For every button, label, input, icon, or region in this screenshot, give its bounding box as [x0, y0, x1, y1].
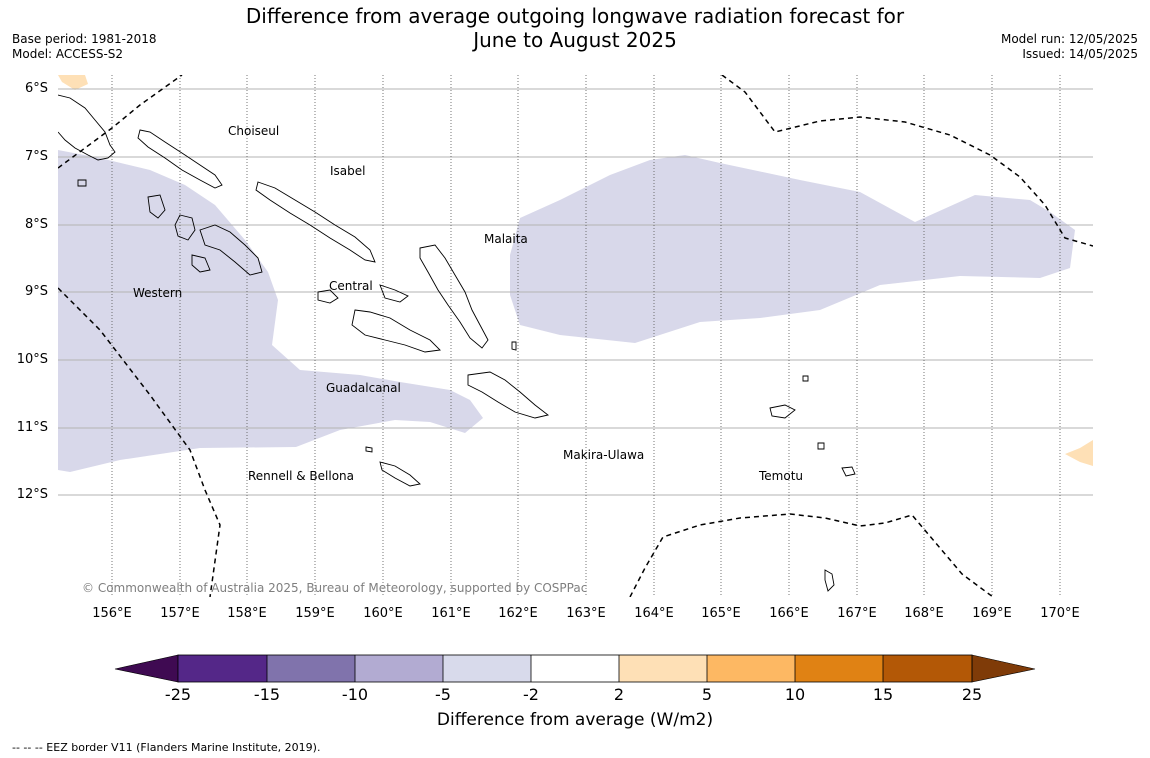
lat-tick-12s: 12°S — [16, 487, 48, 502]
lon-tick-167e: 167°E — [837, 606, 877, 621]
colorbar-tick-minus5: -5 — [435, 685, 451, 704]
lon-tick-170e: 170°E — [1040, 606, 1080, 621]
lat-tick-11s: 11°S — [16, 420, 48, 435]
colorbar-tick-minus10: -10 — [341, 685, 369, 704]
island-guadalcanal-north — [351, 309, 441, 353]
lon-tick-168e: 168°E — [904, 606, 944, 621]
island-florida — [317, 289, 339, 304]
region-label-central: Central — [329, 279, 373, 293]
anomaly-patch-northwest — [58, 75, 88, 90]
issued-text: Issued: 14/05/2025 — [1022, 47, 1138, 61]
chart-title-line-2: June to August 2025 — [473, 28, 677, 52]
lat-tick-8s: 8°S — [24, 217, 48, 232]
island-reef-islands — [802, 375, 809, 382]
region-label-temotu: Temotu — [759, 469, 804, 483]
chart-title-line-1: Difference from average outgoing longwav… — [245, 4, 905, 28]
island-vella-lavella — [147, 194, 166, 219]
lat-gridlines — [58, 88, 1093, 496]
model-text: Model: ACCESS-S2 — [12, 47, 124, 61]
coastlines — [58, 94, 856, 592]
lon-tick-160e: 160°E — [363, 606, 403, 621]
island-malaita — [419, 244, 489, 349]
island-ulawa — [511, 341, 517, 351]
anomaly-patch-east — [1065, 440, 1093, 466]
island-bougainville — [58, 94, 116, 161]
region-label-isabel: Isabel — [330, 164, 366, 178]
region-label-western: Western — [133, 286, 183, 300]
eez-borders — [58, 75, 1093, 597]
region-label-rennell-bellona: Rennell & Bellona — [248, 469, 355, 483]
island-bellona — [365, 446, 373, 453]
island-utupua — [817, 442, 825, 450]
island-western-group — [199, 224, 263, 276]
eez-border-west — [58, 287, 221, 597]
island-makira — [467, 371, 550, 419]
island-russell — [379, 284, 409, 303]
meta-left: Base period: 1981-2018 Model: ACCESS-S2 — [12, 32, 157, 62]
colorbar-tick-minus2: -2 — [523, 685, 539, 704]
colorbar-tick-minus25: -25 — [164, 685, 192, 704]
island-santa-cruz — [769, 404, 796, 419]
anomaly-area-west — [58, 150, 483, 472]
map-area — [58, 75, 1093, 597]
region-label-makira-ulawa: Makira-Ulawa — [563, 448, 645, 462]
eez-border-northwest — [58, 75, 183, 169]
lon-tick-162e: 162°E — [498, 606, 538, 621]
lat-tick-7s: 7°S — [24, 149, 48, 164]
eez-legend-text: -- -- -- EEZ border V11 (Flanders Marine… — [12, 741, 321, 754]
colorbar-tick-plus25: 25 — [961, 685, 983, 704]
lon-tick-158e: 158°E — [227, 606, 267, 621]
lon-tick-165e: 165°E — [701, 606, 741, 621]
lon-tick-156e: 156°E — [92, 606, 132, 621]
lon-tick-169e: 169°E — [972, 606, 1012, 621]
region-label-guadalcanal: Guadalcanal — [326, 381, 401, 395]
lon-tick-163e: 163°E — [566, 606, 606, 621]
island-tikopia — [824, 569, 835, 592]
island-isabel — [255, 181, 376, 263]
lat-tick-6s: 6°S — [24, 81, 48, 96]
colorbar-tick-minus15: -15 — [253, 685, 281, 704]
colorbar-tick-plus15: 15 — [872, 685, 894, 704]
lat-tick-9s: 9°S — [24, 284, 48, 299]
meta-right: Model run: 12/05/2025 Issued: 14/05/2025 — [1001, 32, 1138, 62]
lon-tick-159e: 159°E — [295, 606, 335, 621]
anomaly-area-east — [510, 155, 1075, 343]
lat-tick-10s: 10°S — [16, 352, 48, 367]
lon-tick-157e: 157°E — [160, 606, 200, 621]
island-shortland — [77, 179, 87, 187]
island-rennell — [379, 461, 421, 487]
island-ranongga — [191, 254, 211, 273]
colorbar-tick-plus5: 5 — [701, 685, 713, 704]
region-label-malaita: Malaita — [484, 232, 528, 246]
island-new-georgia — [174, 214, 196, 241]
lon-tick-166e: 166°E — [769, 606, 809, 621]
colorbar-tick-plus10: 10 — [784, 685, 806, 704]
colorbar-label: Difference from average (W/m2) — [436, 710, 714, 730]
lon-gridlines — [111, 75, 1061, 597]
island-choiseul — [137, 129, 223, 189]
lon-tick-164e: 164°E — [634, 606, 674, 621]
lon-tick-161e: 161°E — [431, 606, 471, 621]
colorbar-tick-plus2: 2 — [613, 685, 625, 704]
model-run-text: Model run: 12/05/2025 — [1000, 32, 1138, 46]
region-label-choiseul: Choiseul — [228, 124, 280, 138]
copyright-text: © Commonwealth of Australia 2025, Bureau… — [82, 581, 588, 595]
island-vanikoro — [841, 466, 856, 477]
base-period-text: Base period: 1981-2018 — [12, 32, 157, 46]
